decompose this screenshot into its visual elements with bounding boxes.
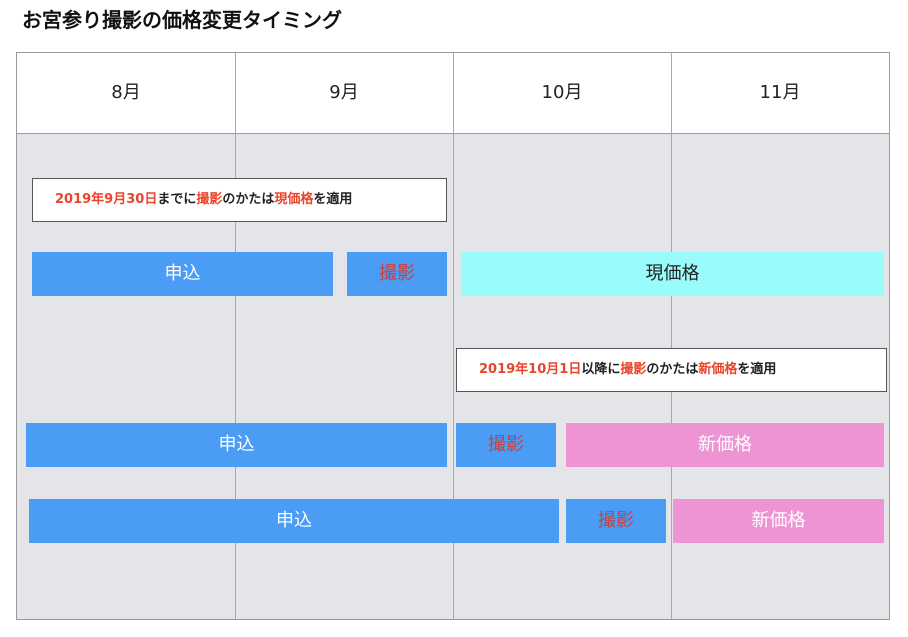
month-september: 9月 [329, 82, 359, 103]
note-text: を適用 [737, 362, 777, 377]
shoot-bar: 撮影 [456, 423, 556, 467]
note-price-word: 現価格 [274, 192, 314, 207]
note-text: のかたは [646, 362, 699, 377]
current-price-note: 2019年9月30日までに撮影のかたは現価格を適用 [32, 178, 447, 222]
note-text: のかたは [222, 192, 275, 207]
note-text: 以降に [581, 362, 621, 377]
page-title: お宮参り撮影の価格変更タイミング [22, 8, 342, 32]
apply-bar: 申込 [26, 423, 447, 467]
grid-divider [671, 53, 672, 619]
new-price-note: 2019年10月1日以降に撮影のかたは新価格を適用 [456, 348, 887, 392]
new-price-bar: 新価格 [673, 499, 884, 543]
note-shoot-word: 撮影 [620, 362, 647, 377]
apply-bar: 申込 [29, 499, 559, 543]
shoot-bar: 撮影 [566, 499, 666, 543]
deadline-date: 2019年9月30日 [55, 192, 158, 207]
note-text: までに [157, 192, 197, 207]
note-price-word: 新価格 [698, 362, 738, 377]
timeline-chart: 8月 9月 10月 11月 2019年9月30日までに撮影のかたは現価格を適用 … [16, 52, 890, 620]
note-shoot-word: 撮影 [196, 192, 223, 207]
new-price-bar: 新価格 [566, 423, 884, 467]
note-text: を適用 [313, 192, 353, 207]
start-date: 2019年10月1日 [479, 362, 582, 377]
current-price-bar: 現価格 [461, 252, 884, 296]
month-october: 10月 [541, 82, 583, 103]
grid-divider [453, 53, 454, 619]
shoot-bar: 撮影 [347, 252, 447, 296]
month-august: 8月 [111, 82, 141, 103]
grid-divider [235, 53, 236, 619]
apply-bar: 申込 [32, 252, 333, 296]
month-november: 11月 [759, 82, 801, 103]
